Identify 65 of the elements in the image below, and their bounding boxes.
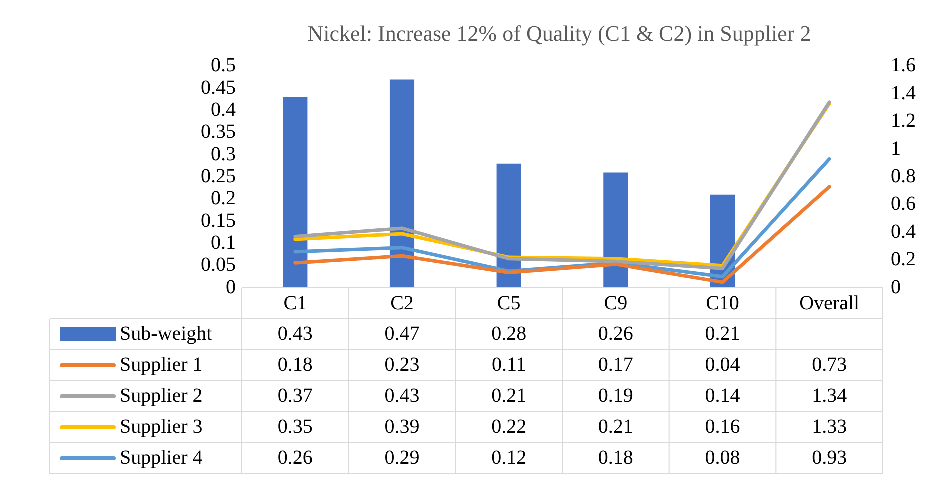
bar [283,97,308,288]
data-label: 0.21 [705,322,740,345]
data-label: 0.12 [492,446,527,469]
data-label: 0.26 [598,322,634,345]
y-tick-label: 0.45 [201,76,236,99]
data-label: 0.21 [492,384,527,407]
data-label: 1.33 [812,416,848,438]
y-tick-label: 0.4 [211,98,236,121]
data-label: 0.19 [598,384,634,407]
data-label: 0.21 [598,416,634,438]
y2-tick-label: 1 [891,138,901,160]
x-tick-label: C1 [284,292,308,314]
data-label: 0.73 [812,354,848,376]
data-label: 0.26 [278,446,313,469]
data-label: 0.04 [705,354,740,376]
y-tick-label: 0.2 [211,188,236,210]
data-label: 0.23 [384,354,420,376]
y-tick-label: 0.3 [211,143,236,166]
y-tick-label: 0.5 [211,54,236,77]
legend-label: Sub-weight [120,322,213,345]
y-tick-label: 0.1 [211,232,236,254]
data-label: 0.18 [598,446,634,469]
bar [496,164,522,288]
y2-tick-label: 1.2 [891,110,916,132]
data-label: 0.35 [278,416,313,438]
legend-label: Supplier 3 [120,416,203,438]
x-tick-label: C5 [497,292,521,314]
data-label: 0.16 [705,416,740,438]
y2-tick-label: 0.6 [891,193,916,216]
data-label: 1.34 [812,384,848,407]
chart-title: Nickel: Increase 12% of Quality (C1 & C2) in Supplier 2 [308,20,812,46]
data-label: 0.39 [384,416,420,438]
legend-label: Supplier 4 [120,446,203,469]
data-label: 0.08 [705,446,740,469]
x-tick-label: C2 [390,292,414,314]
legend-label: Supplier 1 [120,354,203,376]
data-label: 0.47 [384,322,420,345]
data-label: 0.28 [492,322,527,345]
x-tick-label: C10 [706,292,740,314]
data-label: 0.93 [812,446,848,469]
data-label: 0.37 [278,384,313,407]
data-label: 0.43 [384,384,420,407]
y-tick-label: 0.15 [201,210,236,232]
y2-tick-label: 1.6 [891,54,916,77]
data-label: 0.43 [278,322,313,345]
data-label: 0.14 [705,384,740,407]
data-label: 0.22 [492,416,527,438]
y2-tick-label: 0.8 [891,165,916,188]
x-tick-label: Overall [800,292,860,314]
y-tick-label: 0 [226,276,236,298]
data-label: 0.11 [492,354,526,376]
y2-tick-label: 0.2 [891,248,916,271]
y2-tick-label: 0.4 [891,220,916,243]
bar [604,172,628,288]
y-tick-label: 0.05 [201,254,236,276]
legend-label: Supplier 2 [120,384,203,407]
data-label: 0.29 [384,446,420,469]
x-tick-label: C9 [604,292,628,314]
data-label: 0.17 [598,354,634,376]
y2-tick-label: 0 [891,276,901,298]
data-label: 0.18 [278,354,313,376]
y2-tick-label: 1.4 [891,82,916,104]
y-tick-label: 0.35 [201,121,236,144]
y-tick-label: 0.25 [201,165,236,188]
bar [390,80,415,288]
